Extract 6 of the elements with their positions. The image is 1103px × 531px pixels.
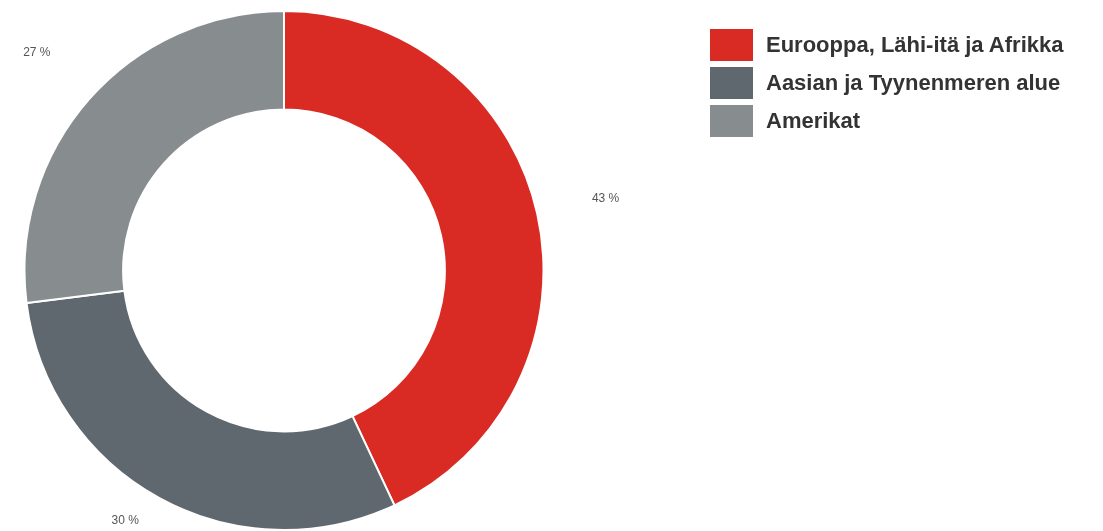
data-label: 43 % — [591, 190, 620, 205]
data-label: 27 % — [23, 44, 51, 59]
data-label: 30 % — [111, 513, 140, 528]
legend-label: Amerikat — [766, 108, 861, 134]
legend-label: Aasian ja Tyynenmeren alue — [766, 70, 1061, 96]
legend-label: Eurooppa, Lähi-itä ja Afrikka — [766, 32, 1064, 58]
